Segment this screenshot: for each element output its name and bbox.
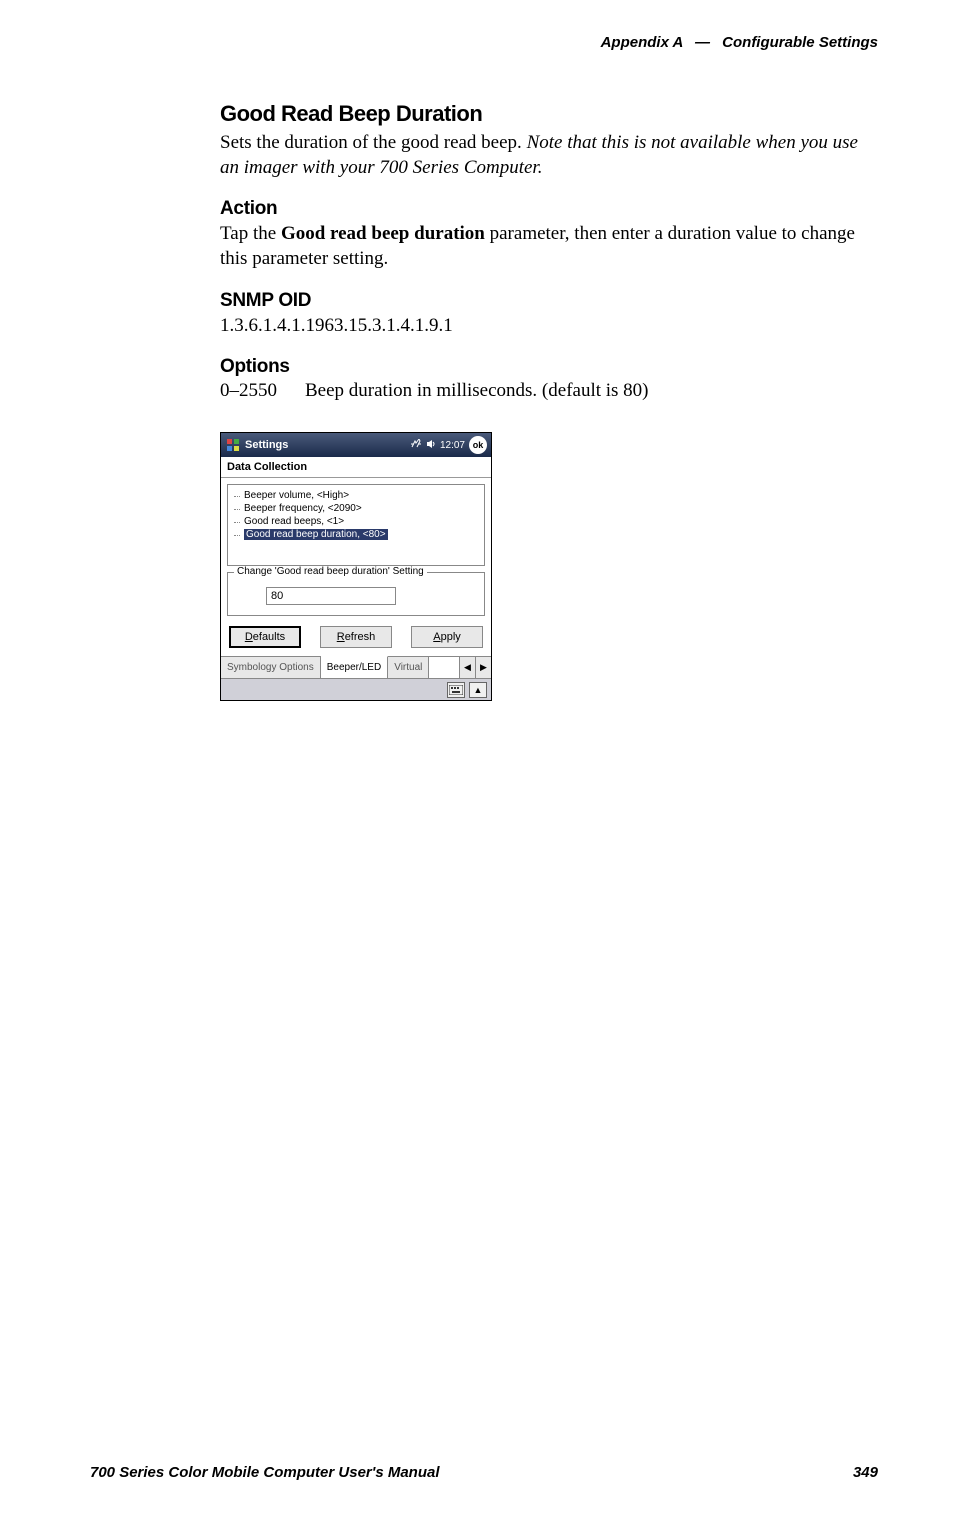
apply-rest: pply bbox=[441, 631, 461, 643]
refresh-mnemonic: R bbox=[337, 631, 345, 643]
tree-item-label: Good read beep duration, <80> bbox=[244, 529, 388, 540]
action-bold: Good read beep duration bbox=[281, 223, 485, 244]
defaults-button[interactable]: Defaults bbox=[229, 626, 301, 648]
panel-title: Data Collection bbox=[221, 457, 491, 478]
tree-item-selected[interactable]: Good read beep duration, <80> bbox=[230, 528, 482, 541]
tab-scroll-left[interactable]: ◀ bbox=[459, 657, 475, 678]
duration-input[interactable] bbox=[266, 587, 396, 605]
bottom-bar: ▲ bbox=[221, 678, 491, 700]
defaults-rest: efaults bbox=[253, 631, 285, 643]
titlebar-title: Settings bbox=[245, 439, 406, 451]
action-heading: Action bbox=[220, 198, 878, 220]
options-range: 0–2550 bbox=[220, 380, 277, 402]
intro-text: Sets the duration of the good read beep. bbox=[220, 132, 527, 153]
keyboard-icon[interactable] bbox=[447, 682, 465, 698]
clock-time: 12:07 bbox=[440, 440, 465, 451]
tab-scroll-arrows: ◀ ▶ bbox=[459, 657, 491, 678]
device-screenshot: Settings 12:07 ok Data Collection Beeper… bbox=[220, 432, 492, 701]
ok-button[interactable]: ok bbox=[469, 436, 487, 454]
button-row: Defaults Refresh Apply bbox=[221, 626, 491, 656]
tree-item-label: Beeper frequency, <2090> bbox=[244, 503, 362, 514]
status-icons: 12:07 bbox=[410, 439, 465, 452]
snmp-heading: SNMP OID bbox=[220, 290, 878, 312]
tree-item[interactable]: Beeper frequency, <2090> bbox=[230, 502, 482, 515]
change-setting-group: Change 'Good read beep duration' Setting bbox=[227, 572, 485, 616]
tab-virtual[interactable]: Virtual bbox=[388, 657, 429, 678]
defaults-mnemonic: D bbox=[245, 631, 253, 643]
options-row: 0–2550 Beep duration in milliseconds. (d… bbox=[220, 380, 878, 402]
titlebar: Settings 12:07 ok bbox=[221, 433, 491, 457]
header-dash: — bbox=[695, 34, 710, 51]
action-pre: Tap the bbox=[220, 223, 281, 244]
tree-item[interactable]: Beeper volume, <High> bbox=[230, 489, 482, 502]
page: Appendix A — Configurable Settings Good … bbox=[0, 0, 968, 701]
options-desc: Beep duration in milliseconds. (default … bbox=[305, 380, 649, 402]
apply-mnemonic: A bbox=[433, 631, 440, 643]
tab-scroll-right[interactable]: ▶ bbox=[475, 657, 491, 678]
up-arrow-icon[interactable]: ▲ bbox=[469, 682, 487, 698]
refresh-rest: efresh bbox=[345, 631, 376, 643]
apply-button[interactable]: Apply bbox=[411, 626, 483, 648]
options-heading: Options bbox=[220, 356, 878, 378]
tab-beeper-led[interactable]: Beeper/LED bbox=[321, 656, 388, 678]
header-section: Configurable Settings bbox=[722, 34, 878, 51]
page-footer: 700 Series Color Mobile Computer User's … bbox=[90, 1464, 878, 1481]
intro-paragraph: Sets the duration of the good read beep.… bbox=[220, 131, 878, 180]
action-paragraph: Tap the Good read beep duration paramete… bbox=[220, 222, 878, 271]
tree-item-label: Beeper volume, <High> bbox=[244, 490, 349, 501]
content-area: Good Read Beep Duration Sets the duratio… bbox=[220, 101, 878, 701]
group-label: Change 'Good read beep duration' Setting bbox=[234, 566, 427, 577]
tree-item[interactable]: Good read beeps, <1> bbox=[230, 515, 482, 528]
settings-tree[interactable]: Beeper volume, <High> Beeper frequency, … bbox=[227, 484, 485, 566]
page-header: Appendix A — Configurable Settings bbox=[220, 34, 878, 51]
refresh-button[interactable]: Refresh bbox=[320, 626, 392, 648]
windows-flag-icon[interactable] bbox=[225, 437, 241, 453]
snmp-value: 1.3.6.1.4.1.1963.15.3.1.4.1.9.1 bbox=[220, 314, 878, 339]
header-appendix: Appendix A bbox=[601, 34, 683, 51]
footer-manual-title: 700 Series Color Mobile Computer User's … bbox=[90, 1464, 440, 1481]
bottom-tabs: Symbology Options Beeper/LED Virtual ◀ ▶ bbox=[221, 656, 491, 678]
tree-item-label: Good read beeps, <1> bbox=[244, 516, 344, 527]
footer-page-number: 349 bbox=[853, 1464, 878, 1481]
tab-symbology[interactable]: Symbology Options bbox=[221, 657, 321, 678]
speaker-icon[interactable] bbox=[426, 439, 436, 452]
connectivity-icon[interactable] bbox=[410, 439, 422, 452]
section-title: Good Read Beep Duration bbox=[220, 101, 878, 127]
